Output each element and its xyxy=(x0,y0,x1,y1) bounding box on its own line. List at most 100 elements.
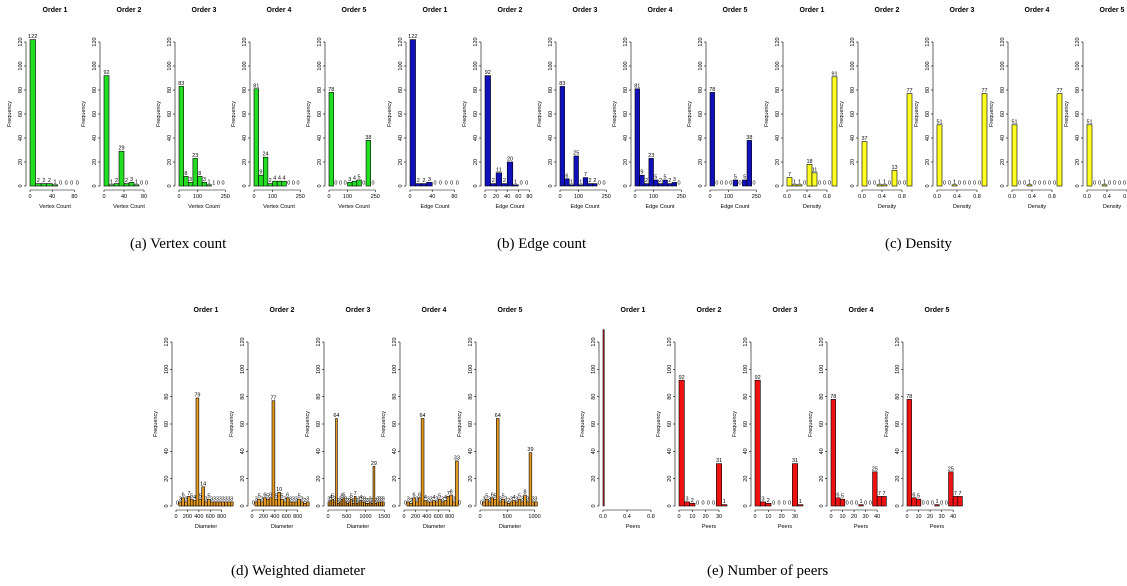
data-label: 1 xyxy=(208,179,211,185)
data-label: 0 xyxy=(823,181,826,187)
data-label: 6 xyxy=(263,492,266,498)
bar xyxy=(506,161,514,187)
x-tick-label: 0.4 xyxy=(953,194,961,200)
data-label: 24 xyxy=(263,152,269,158)
data-label: 0 xyxy=(1038,181,1041,187)
bar xyxy=(29,39,36,187)
bar xyxy=(671,182,677,187)
y-tick-label: 80 xyxy=(316,394,322,400)
data-label: 6 xyxy=(286,492,289,498)
x-tick-label: 800 xyxy=(445,514,454,520)
data-label: 0 xyxy=(344,181,347,187)
chart-title: Order 5 xyxy=(498,307,523,314)
data-label: 51 xyxy=(1086,119,1092,125)
data-label: 5 xyxy=(266,494,269,500)
data-label: 3 xyxy=(203,177,206,183)
x-axis-label: Vertex Count xyxy=(113,204,145,210)
y-axis-label: Frequency xyxy=(462,101,468,127)
data-label: 5 xyxy=(518,494,521,500)
x-tick-label: 0 xyxy=(753,514,756,520)
data-label: 2 xyxy=(422,178,425,184)
data-label: 5 xyxy=(654,175,657,181)
y-tick-label: 20 xyxy=(242,159,248,165)
bar xyxy=(347,182,353,187)
y-tick-label: 120 xyxy=(164,337,170,346)
bar xyxy=(709,92,715,187)
y-tick-label: 120 xyxy=(1000,37,1006,46)
data-label: 3 xyxy=(685,496,688,502)
x-axis-label: Peers xyxy=(626,524,641,530)
y-axis-label: Frequency xyxy=(81,101,87,127)
x-axis-label: Density xyxy=(1028,204,1047,210)
bar xyxy=(484,75,491,187)
data-label: 0 xyxy=(76,181,79,187)
y-tick-label: 20 xyxy=(316,476,322,482)
y-tick-label: 80 xyxy=(18,87,24,93)
y-tick-label: 80 xyxy=(317,87,323,93)
x-tick-label: 1500 xyxy=(378,514,390,520)
y-tick-label: 80 xyxy=(1075,87,1081,93)
data-label: 0 xyxy=(1018,181,1021,187)
x-tick-label: 800 xyxy=(293,514,302,520)
y-tick-label: 0 xyxy=(667,504,673,507)
data-label: 0 xyxy=(520,181,523,187)
y-tick-label: 20 xyxy=(473,159,479,165)
y-tick-label: 60 xyxy=(468,421,474,427)
bar xyxy=(648,158,654,187)
y-tick-label: 120 xyxy=(925,37,931,46)
data-label: 0 xyxy=(480,501,483,507)
y-tick-label: 0 xyxy=(167,184,173,187)
data-label: 5 xyxy=(734,175,737,181)
bar xyxy=(906,399,912,507)
data-label: 7 xyxy=(883,491,886,497)
bar xyxy=(276,180,283,187)
bar xyxy=(582,177,589,187)
data-label: 25 xyxy=(948,466,954,472)
x-tick-label: 200 xyxy=(411,514,420,520)
y-axis-label: Frequency xyxy=(580,411,586,437)
data-label: 0 xyxy=(948,181,951,187)
data-label: 0 xyxy=(334,181,337,187)
bar xyxy=(957,496,963,507)
data-label: 1 xyxy=(579,179,582,185)
x-tick-label: 100 xyxy=(574,194,583,200)
bar xyxy=(830,399,836,507)
x-tick-label: 40 xyxy=(429,194,435,200)
data-label: 8 xyxy=(198,171,201,177)
bar xyxy=(512,184,519,187)
y-tick-label: 0 xyxy=(92,184,98,187)
data-label: 20 xyxy=(507,157,513,163)
y-tick-label: 0 xyxy=(398,184,404,187)
data-label: 8 xyxy=(450,490,453,496)
bar xyxy=(281,180,287,187)
bar xyxy=(881,496,887,507)
data-label: 14 xyxy=(200,481,206,487)
y-axis-label: Frequency xyxy=(914,101,920,127)
bar xyxy=(573,155,579,187)
data-label: 83 xyxy=(559,81,565,87)
data-label: 3 xyxy=(348,496,351,502)
y-tick-label: 40 xyxy=(398,135,404,141)
bar xyxy=(742,179,748,187)
data-label: 2 xyxy=(645,178,648,184)
y-tick-label: 80 xyxy=(92,87,98,93)
data-label: 64 xyxy=(420,413,426,419)
y-tick-label: 40 xyxy=(925,135,931,141)
data-label: 1 xyxy=(135,179,138,185)
data-label: 3 xyxy=(295,496,298,502)
data-label: 25 xyxy=(573,151,579,157)
data-label: 3 xyxy=(415,496,418,502)
data-label: 92 xyxy=(103,70,109,76)
data-label: 5 xyxy=(199,494,202,500)
y-tick-label: 120 xyxy=(623,37,629,46)
y-tick-label: 120 xyxy=(548,37,554,46)
bar xyxy=(227,501,231,507)
y-axis-label: Frequency xyxy=(808,411,814,437)
